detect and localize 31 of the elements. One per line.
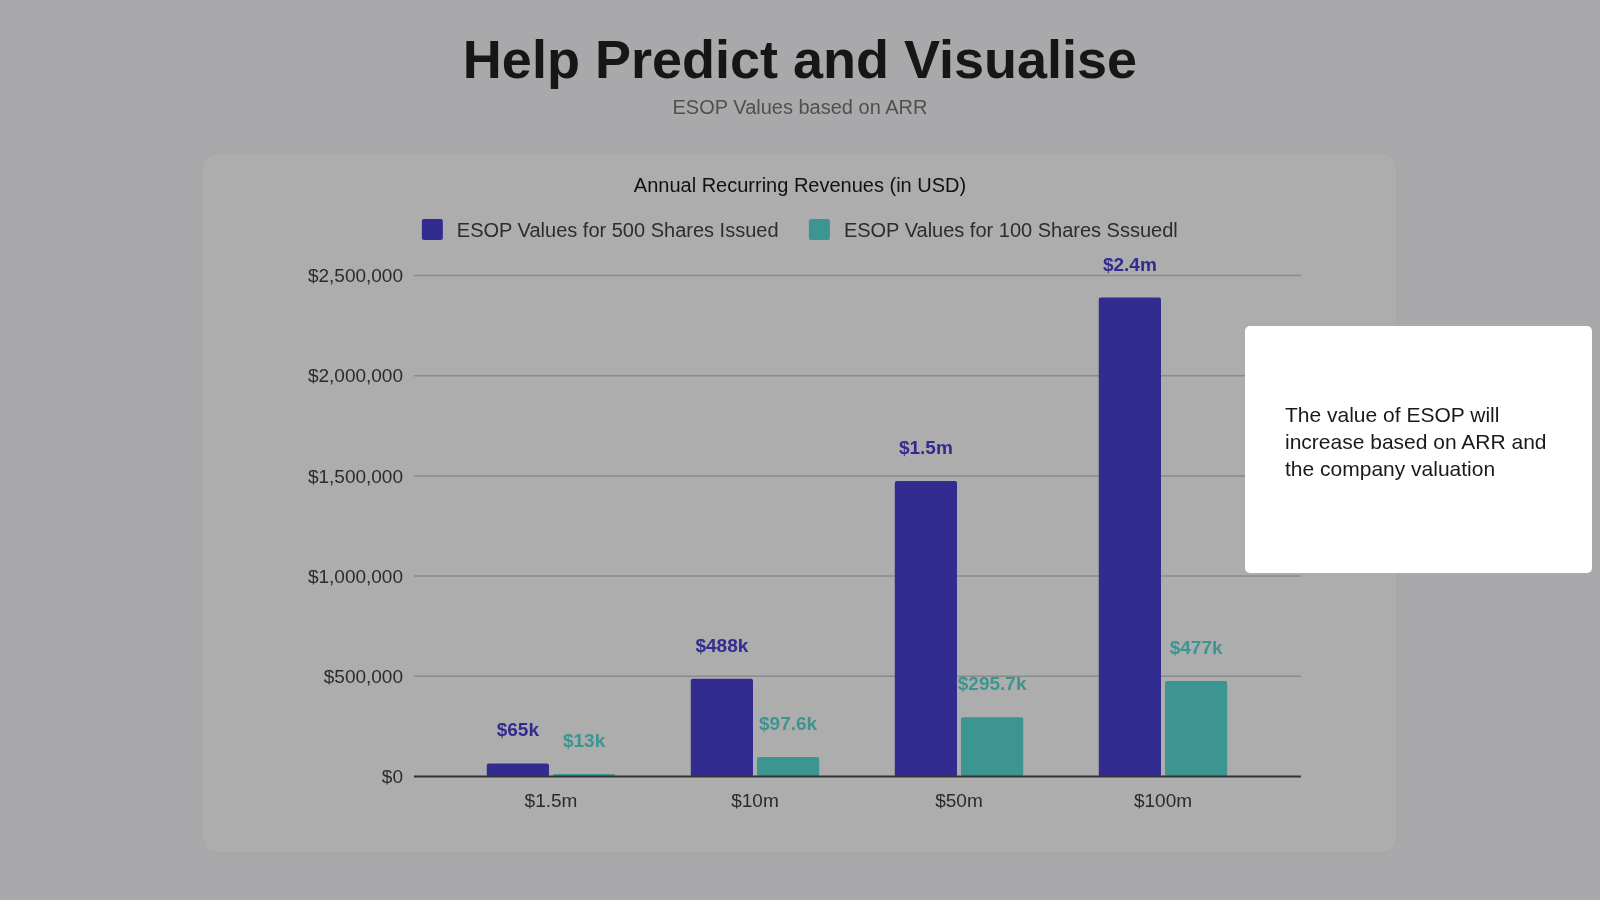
bar xyxy=(1165,680,1228,777)
data-label: $295.7k xyxy=(957,673,1027,695)
y-tick-label: $2,500,000 xyxy=(307,265,403,287)
bar xyxy=(1098,297,1161,777)
text: Annual Recurring Revenues (in USD) xyxy=(633,174,967,196)
data-label: $97.6k xyxy=(759,712,818,734)
chart-subtitle: ESOP Values based on ARR xyxy=(672,96,928,118)
bar xyxy=(757,756,820,777)
y-tick-label: $500,000 xyxy=(323,665,403,687)
x-tick-label: $100m xyxy=(1133,790,1193,811)
data-label: $477k xyxy=(1169,636,1223,658)
data-label: $1.5m xyxy=(898,436,953,458)
data-label: $65k xyxy=(496,719,540,741)
x-tick-label: $10m xyxy=(731,790,779,811)
y-tick-label: $0 xyxy=(381,766,403,788)
x-tick-label: $50m xyxy=(935,790,983,811)
bar xyxy=(894,480,957,777)
x-tick-label: $1.5m xyxy=(524,790,578,811)
bar xyxy=(961,717,1024,777)
bar xyxy=(690,678,753,777)
chart-title: Help Predict and Visualise xyxy=(462,29,1138,89)
data-label: $2.4m xyxy=(1102,253,1157,275)
legend-label: ESOP Values for 500 Shares Issued xyxy=(456,219,779,241)
data-label: $13k xyxy=(562,729,606,751)
y-tick-label: $1,500,000 xyxy=(307,465,403,487)
bar xyxy=(486,763,549,777)
y-tick-label: $2,000,000 xyxy=(307,365,403,387)
annotation: The value of ESOP will increase based on ARR and the company valuation xyxy=(1285,402,1547,480)
data-label: $488k xyxy=(695,634,749,656)
legend-label: ESOP Values for 100 Shares Sssuedl xyxy=(843,219,1178,241)
y-tick-label: $1,000,000 xyxy=(307,565,403,587)
